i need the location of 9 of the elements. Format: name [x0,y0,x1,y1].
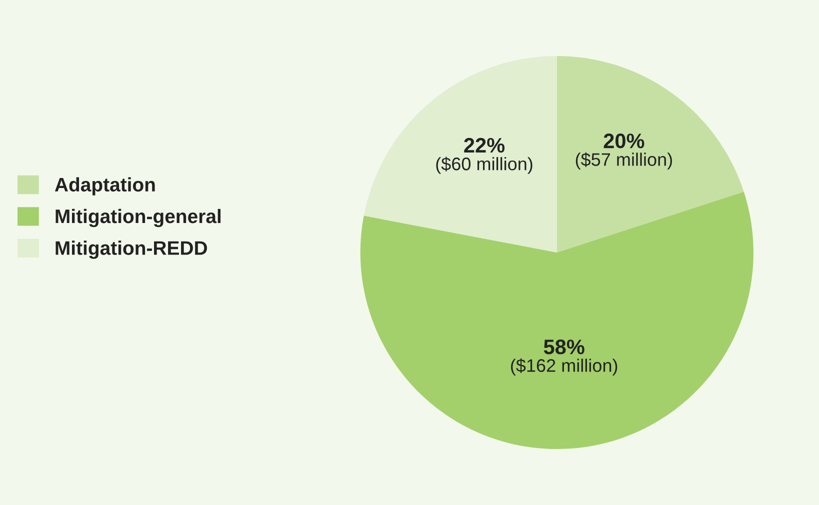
pie-slice [360,192,754,450]
data-label: 22% ($60 million) [436,138,532,174]
legend-label: Adaptation [54,177,155,196]
data-label: 20% ($57 million) [576,134,672,170]
legend-label: Mitigation-general [56,208,221,228]
data-label: 58% ($162 million) [511,340,618,376]
pie-slice [364,56,557,252]
legend-label: Mitigation-REDD [56,240,207,259]
pie-slice [556,56,744,252]
